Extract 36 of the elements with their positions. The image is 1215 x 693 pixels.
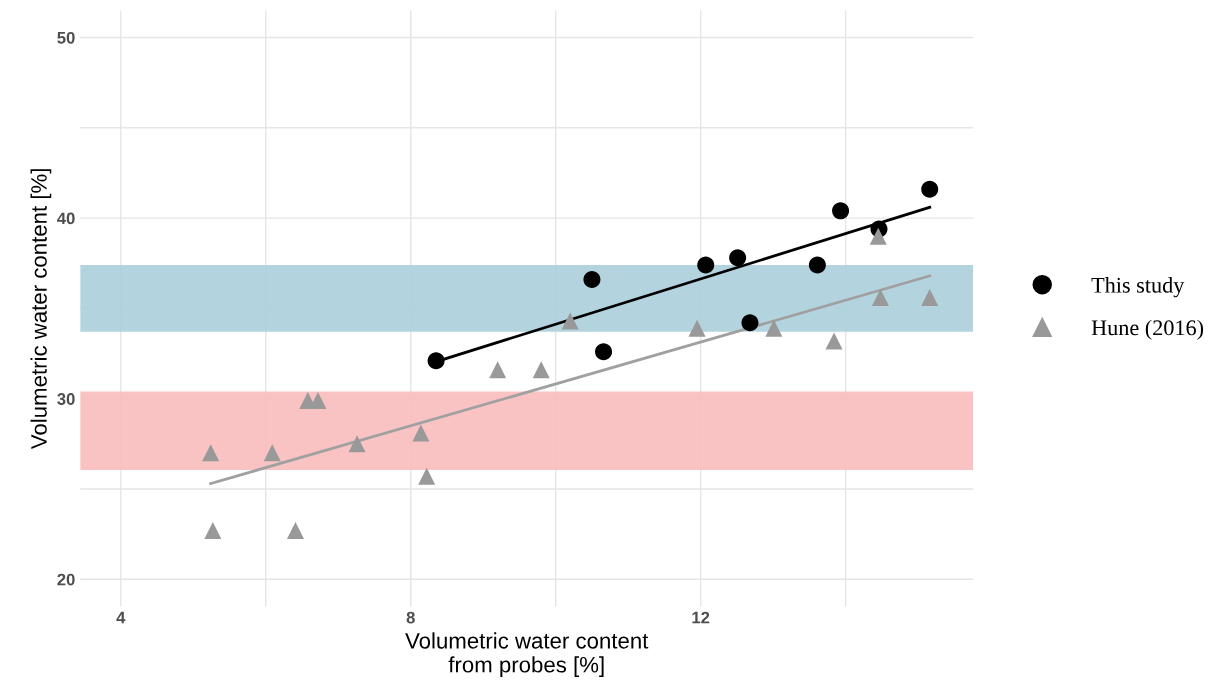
point bbox=[532, 361, 550, 379]
point bbox=[412, 424, 430, 442]
point bbox=[204, 522, 222, 540]
point bbox=[825, 332, 843, 350]
legend-label: This study bbox=[1091, 277, 1185, 298]
x-tick-label: 12 bbox=[692, 611, 710, 624]
y-tick-label: 40 bbox=[57, 212, 75, 225]
point bbox=[561, 312, 579, 330]
y-axis-title: Volumetric water content [%] bbox=[30, 169, 52, 450]
point bbox=[595, 343, 613, 361]
x-axis-title: Volumetric water content from probes [%] bbox=[405, 632, 649, 677]
point bbox=[697, 256, 715, 274]
point bbox=[263, 444, 281, 462]
legend-label: Hune (2016) bbox=[1091, 319, 1204, 340]
point bbox=[418, 467, 436, 485]
y-tick-label: 20 bbox=[57, 573, 75, 586]
point bbox=[286, 522, 304, 540]
point bbox=[869, 227, 887, 245]
point bbox=[688, 319, 706, 337]
point bbox=[765, 319, 783, 337]
point bbox=[808, 256, 826, 274]
point bbox=[489, 361, 507, 379]
point bbox=[741, 314, 759, 332]
point bbox=[921, 289, 939, 307]
point bbox=[348, 435, 366, 453]
y-tick-label: 50 bbox=[57, 31, 75, 44]
point bbox=[921, 180, 939, 198]
point bbox=[832, 202, 850, 220]
y-tick-label: 30 bbox=[57, 393, 75, 405]
x-tick-label: 4 bbox=[116, 611, 126, 624]
point bbox=[583, 270, 601, 288]
point bbox=[202, 444, 220, 462]
point bbox=[729, 249, 747, 267]
point bbox=[427, 352, 445, 370]
point bbox=[871, 289, 889, 307]
x-tick-label: 8 bbox=[406, 611, 415, 624]
